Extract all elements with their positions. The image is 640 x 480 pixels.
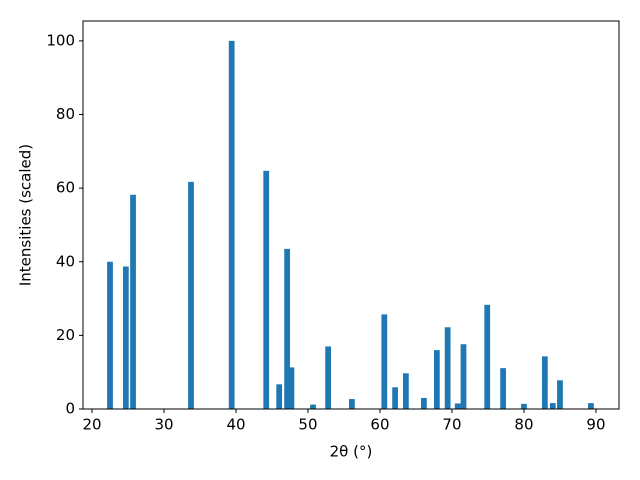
x-tick-label: 20 — [82, 416, 101, 434]
bar — [107, 261, 113, 409]
x-tick-label: 30 — [154, 416, 173, 434]
y-tick-label: 40 — [56, 252, 75, 270]
bar — [381, 314, 388, 409]
bar — [433, 350, 440, 409]
bar — [188, 181, 194, 409]
bar — [325, 346, 332, 409]
x-tick-label: 80 — [514, 416, 533, 434]
y-tick-label: 100 — [46, 31, 75, 49]
bar — [122, 266, 129, 409]
x-axis-label: 2θ (°) — [330, 443, 373, 461]
bar — [549, 403, 556, 409]
bar — [310, 404, 316, 409]
bar — [421, 397, 427, 409]
bar — [276, 384, 283, 409]
bar — [557, 380, 563, 409]
y-tick-label: 60 — [56, 179, 75, 197]
x-tick-label: 50 — [298, 416, 317, 434]
bar — [288, 367, 295, 409]
bar — [392, 387, 398, 409]
x-tick-label: 70 — [442, 416, 461, 434]
bar — [349, 399, 355, 409]
y-tick-label: 80 — [56, 105, 75, 123]
bar — [484, 304, 491, 409]
bar — [263, 170, 270, 409]
y-tick-label: 0 — [65, 400, 75, 418]
x-tick-label: 40 — [226, 416, 245, 434]
bar — [228, 40, 235, 409]
bar — [521, 403, 527, 409]
bar — [588, 403, 594, 409]
x-tick-label: 90 — [586, 416, 605, 434]
bar — [284, 248, 290, 409]
y-axis-label: Intensities (scaled) — [17, 144, 35, 286]
y-tick-label: 20 — [56, 326, 75, 344]
bar — [444, 327, 451, 409]
plot-frame — [82, 20, 620, 410]
bar — [454, 403, 461, 409]
x-tick-label: 60 — [370, 416, 389, 434]
bar — [500, 368, 506, 409]
bar — [130, 194, 136, 409]
bar — [460, 344, 467, 409]
bar — [403, 373, 409, 409]
bar — [541, 356, 548, 409]
